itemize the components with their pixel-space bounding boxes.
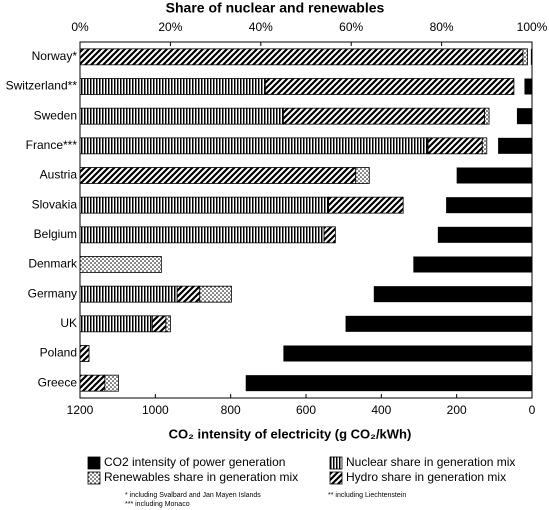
x-tick-label: 100% (517, 20, 548, 34)
co2-bar (245, 375, 532, 392)
share-bar (79, 167, 357, 184)
share-bar (151, 315, 167, 333)
co2-bar (456, 167, 532, 184)
co2-bar (446, 197, 532, 214)
legend-swatch (329, 471, 343, 485)
share-bar (79, 315, 153, 333)
x2-tick-label: 1000 (142, 403, 169, 417)
y-tick-label: Greece (38, 375, 78, 389)
legend-label: Renewables share in generation mix (104, 470, 298, 484)
share-bar (79, 256, 162, 273)
share-bar (79, 374, 106, 392)
y-tick-label: Austria (40, 168, 78, 182)
legend-label: Nuclear share in generation mix (346, 455, 515, 469)
share-bar (79, 48, 524, 66)
share-bar (104, 374, 119, 392)
share-bar (79, 78, 266, 95)
share-bar (264, 78, 515, 95)
x-tick-label: 60% (339, 20, 363, 34)
y-tick-label: Slovakia (32, 197, 78, 211)
footnote: * including Svalbard and Jan Mayen Islan… (125, 492, 261, 499)
share-bar (199, 285, 232, 303)
footnote: ** including Liechtenstein (328, 492, 406, 499)
x-tick-label: 40% (249, 20, 273, 34)
share-bar (79, 345, 90, 362)
share-bar (79, 285, 178, 303)
y-tick-label: Switzerland** (6, 79, 78, 93)
legend-swatch (87, 471, 101, 485)
x-tick-label: 20% (158, 20, 182, 34)
share-bar (79, 226, 325, 244)
y-tick-label: Belgium (34, 227, 77, 241)
co2-bar (413, 256, 532, 273)
co2-bar (345, 315, 532, 332)
footnote: *** including Monaco (125, 501, 190, 508)
co2-bar (524, 78, 532, 95)
y-tick-label: Sweden (34, 108, 77, 122)
share-bar (165, 315, 171, 333)
chart-title: Share of nuclear and renewables (166, 0, 385, 16)
y-tick-label: Denmark (28, 257, 78, 271)
co2-bar (516, 108, 532, 125)
share-bar (427, 137, 483, 155)
co2-bar (530, 48, 532, 65)
plot-frame (79, 41, 533, 399)
x2-tick-label: 1200 (67, 403, 94, 417)
co2-bar (498, 137, 532, 154)
share-bar (522, 48, 528, 66)
x2-tick-label: 600 (296, 403, 316, 417)
y-tick-label: Norway* (32, 49, 78, 63)
legend-label: CO2 intensity of power generation (104, 455, 285, 469)
share-bar (176, 285, 201, 303)
x2-axis-title: CO₂ intensity of electricity (g CO₂/kWh) (169, 426, 412, 441)
co2-bar (437, 226, 532, 243)
share-bar (79, 137, 429, 155)
y-tick-label: Germany (28, 286, 77, 300)
share-bar (328, 196, 404, 214)
share-bar (323, 226, 336, 244)
share-bar (484, 107, 490, 125)
x-tick-label: 80% (430, 20, 454, 34)
legend-swatch (87, 456, 101, 470)
legend-swatch (329, 456, 343, 470)
share-bar (481, 137, 488, 155)
y-tick-label: Poland (40, 346, 77, 360)
share-bar (282, 107, 485, 125)
x2-tick-label: 0 (529, 403, 536, 417)
x2-tick-label: 200 (447, 403, 467, 417)
co2-bar (283, 345, 532, 362)
y-tick-label: UK (60, 316, 77, 330)
share-bar (79, 196, 330, 214)
share-bar (79, 107, 284, 125)
co2-bar (373, 286, 532, 303)
share-bar (355, 167, 370, 184)
y-tick-label: France*** (26, 138, 78, 152)
x-tick-label: 0% (71, 20, 89, 34)
legend-label: Hydro share in generation mix (346, 470, 506, 484)
x2-tick-label: 800 (221, 403, 241, 417)
x2-tick-label: 400 (371, 403, 391, 417)
